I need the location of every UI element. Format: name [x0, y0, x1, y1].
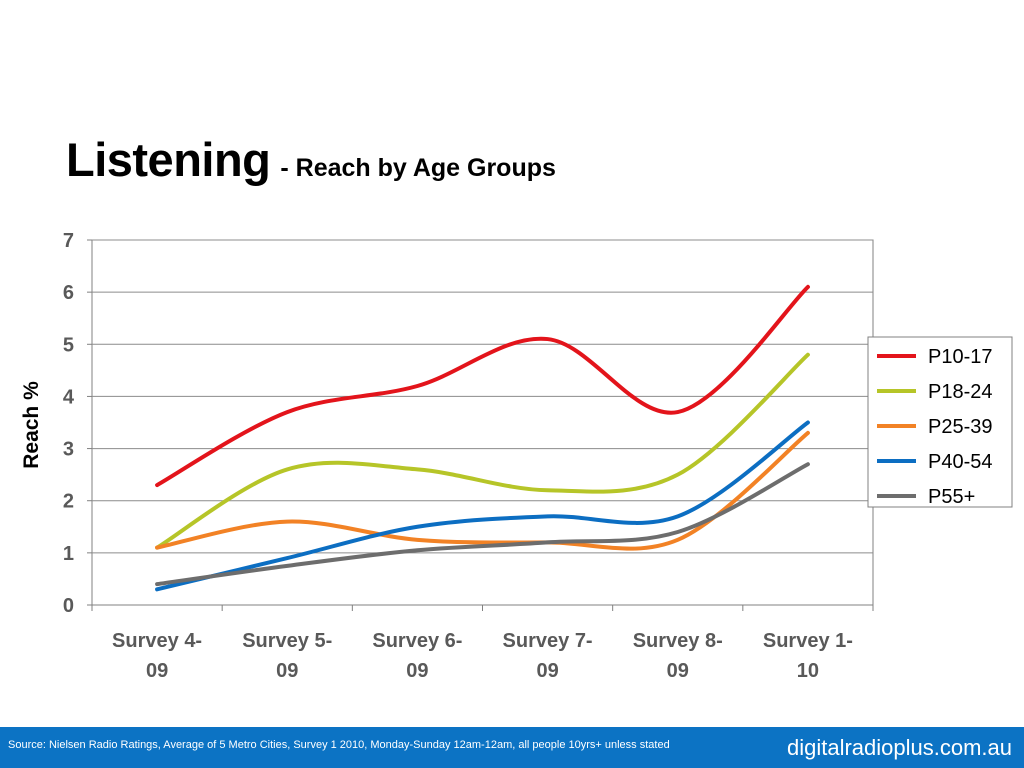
legend-label: P10-17 [928, 346, 993, 368]
title-main: Listening [66, 133, 271, 186]
x-tick-label: Survey 4-09 [112, 630, 202, 682]
x-tick-label: Survey 5-09 [242, 630, 332, 682]
series-line-p18-24 [155, 352, 810, 550]
legend: P10-17 P18-24 P25-39 P40-54 P55+ [867, 336, 1013, 508]
legend-box [867, 336, 1013, 508]
source-note: Source: Nielsen Radio Ratings, Average o… [8, 739, 670, 751]
y-tick-label: 2 [63, 491, 74, 513]
x-tick-label: Survey 1-10 [763, 630, 853, 682]
legend-label: P40-54 [928, 451, 993, 473]
x-tick-label: Survey 8-09 [633, 630, 723, 682]
y-tick-label: 5 [63, 334, 74, 356]
y-tick-label: 0 [63, 595, 74, 617]
y-tick-label: 6 [63, 282, 74, 304]
y-tick-label: 7 [63, 230, 74, 252]
legend-label: P18-24 [928, 381, 993, 403]
legend-label: P55+ [928, 486, 975, 508]
slide-title: Listening - Reach by Age Groups [66, 132, 556, 187]
plot-area [91, 239, 874, 606]
line-chart: 0 1 2 3 4 5 6 7 Survey 4-09 Survey 5-09 Survey 6-0… [20, 230, 1013, 682]
y-tick-label: 4 [63, 386, 75, 408]
y-tick-label: 1 [63, 543, 74, 565]
footer-bar: Source: Nielsen Radio Ratings, Average o… [0, 727, 1024, 768]
x-tick-label: Survey 6-09 [372, 630, 462, 682]
y-axis-title: Reach % [20, 381, 43, 469]
x-tick-label: Survey 7-09 [503, 630, 593, 682]
brand-link[interactable]: digitalradioplus.com.au [786, 735, 1012, 760]
series-line-p55- [155, 462, 810, 587]
series-line-p10-17 [155, 284, 810, 488]
title-subtitle: - Reach by Age Groups [280, 154, 556, 182]
series-line-p40-54 [155, 420, 810, 592]
legend-label: P25-39 [928, 416, 993, 438]
y-tick-label: 3 [63, 439, 74, 461]
